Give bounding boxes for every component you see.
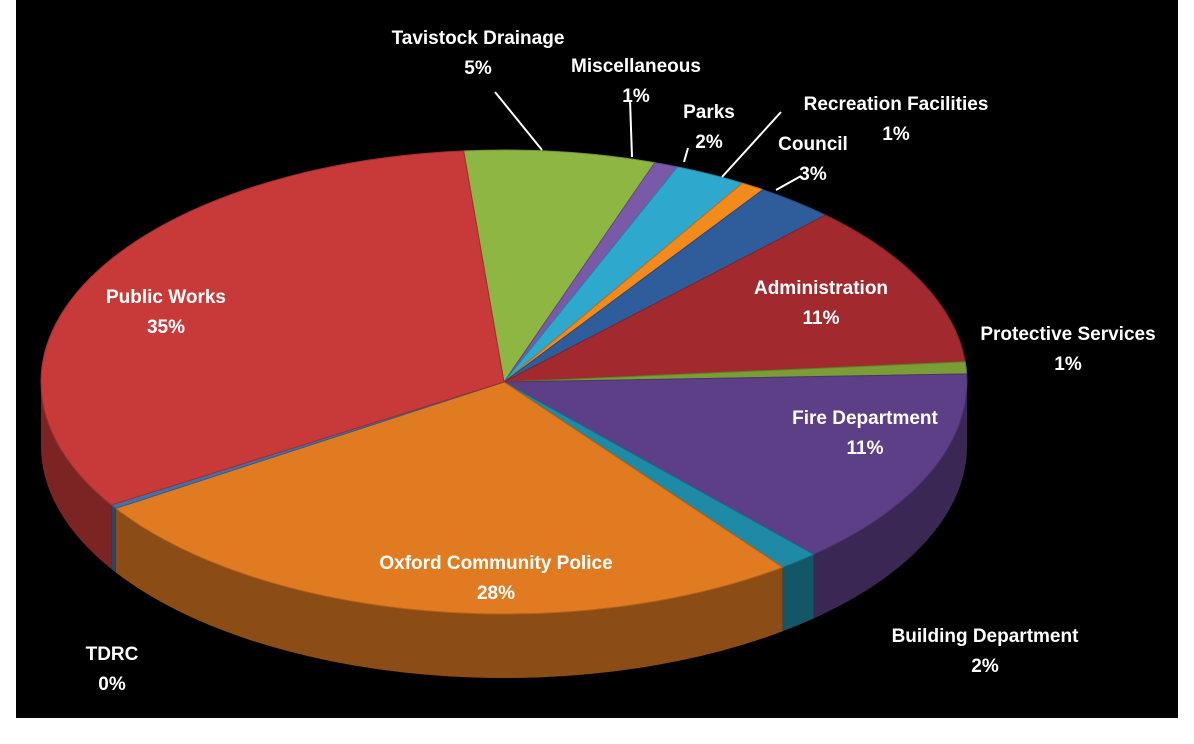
pie-slice-side [115,508,783,678]
slice-label: Tavistock Drainage [392,28,565,49]
slice-value-label: 2% [695,132,723,153]
slice-value-label: 5% [464,58,492,79]
leader-line [494,91,543,151]
slice-label: Fire Department [792,408,938,429]
slice-value-label: 28% [477,583,515,604]
slice-label: Miscellaneous [571,56,701,77]
slice-label: TDRC [86,644,139,665]
pie-slice [502,373,968,555]
slice-value-label: 11% [803,308,840,329]
pie-slice-side [782,554,814,632]
pie-side-walls [40,382,967,678]
slice-value-label: 11% [847,438,884,459]
slice-label: Building Department [892,626,1080,647]
slice-label: Administration [754,278,888,299]
pie-chart: Tavistock Drainage 5% Miscellaneous 1% Parks… [16,0,1178,718]
slice-value-label: 1% [1054,354,1082,375]
slice-value-label: 35% [147,317,185,338]
pie-slice-side [813,382,967,619]
slice-label: Recreation Facilities [804,94,989,115]
slice-label: Public Works [106,287,226,308]
leader-line [775,175,802,191]
slice-value-label: 0% [98,674,126,695]
leader-line [721,111,782,178]
pie-slice-side [40,382,112,569]
slice-label: Oxford Community Police [379,553,612,574]
slice-value-label: 2% [971,656,999,677]
pie-slice [114,381,784,615]
slice-value-label: 3% [799,164,827,185]
leader-line [683,147,689,163]
pie-slice [503,214,966,383]
pie-chart-svg: Tavistock Drainage 5% Miscellaneous 1% Parks… [40,28,1156,695]
slice-label: Parks [683,102,735,123]
slice-value-label: 1% [882,124,910,145]
slice-value-label: 1% [622,86,650,107]
slice-label: Protective Services [980,324,1155,345]
slice-label: Council [778,134,848,155]
pie-slice [463,149,656,384]
pie-slices [40,149,968,615]
pie-slice-side [111,504,116,573]
leader-line [629,99,633,158]
pie-slice [40,150,505,506]
pie-labels: Tavistock Drainage 5% Miscellaneous 1% Parks… [86,28,1156,695]
